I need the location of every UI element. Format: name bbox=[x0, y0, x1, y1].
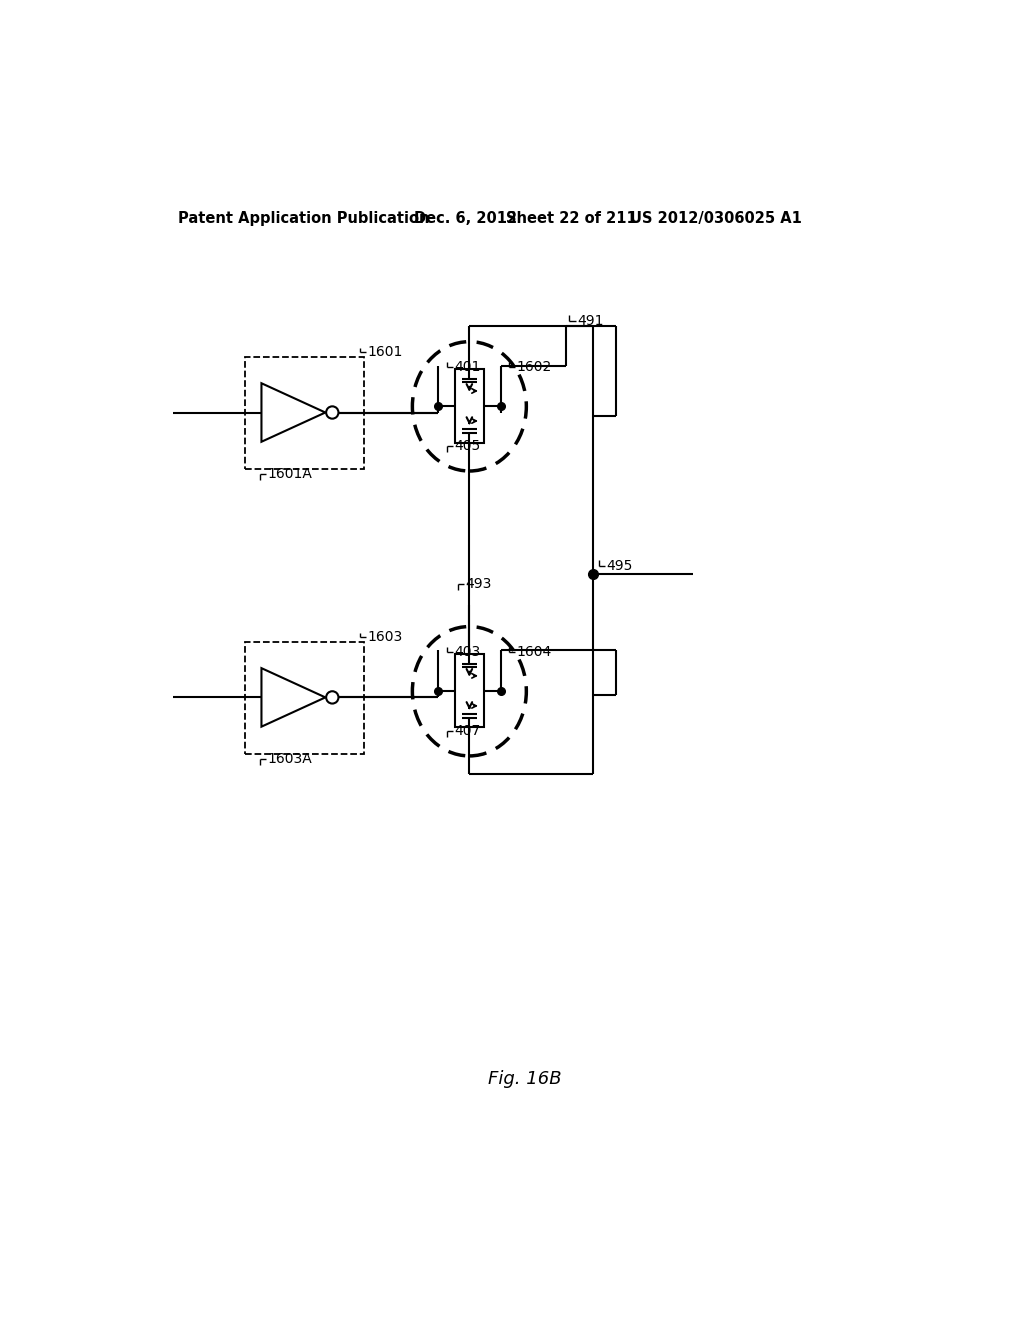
Text: 1602: 1602 bbox=[516, 360, 552, 374]
Text: 403: 403 bbox=[455, 645, 481, 659]
Text: 1603: 1603 bbox=[368, 631, 403, 644]
Bar bbox=[455, 370, 484, 442]
Text: US 2012/0306025 A1: US 2012/0306025 A1 bbox=[630, 211, 802, 226]
Text: 1603A: 1603A bbox=[267, 752, 312, 766]
Bar bbox=[245, 642, 364, 754]
Text: Sheet 22 of 211: Sheet 22 of 211 bbox=[506, 211, 637, 226]
Text: 1601A: 1601A bbox=[267, 467, 312, 480]
Bar bbox=[455, 655, 484, 727]
Text: 1604: 1604 bbox=[516, 645, 552, 659]
Text: Patent Application Publication: Patent Application Publication bbox=[178, 211, 430, 226]
Text: 495: 495 bbox=[606, 558, 633, 573]
Circle shape bbox=[326, 692, 339, 704]
Text: 405: 405 bbox=[455, 440, 481, 453]
Bar bbox=[245, 358, 364, 469]
Text: Dec. 6, 2012: Dec. 6, 2012 bbox=[414, 211, 517, 226]
Text: 493: 493 bbox=[466, 577, 492, 591]
Text: Fig. 16B: Fig. 16B bbox=[488, 1069, 561, 1088]
Text: 1601: 1601 bbox=[368, 346, 403, 359]
Text: 491: 491 bbox=[578, 314, 604, 327]
Text: 401: 401 bbox=[455, 360, 481, 374]
Circle shape bbox=[326, 407, 339, 418]
Text: 407: 407 bbox=[455, 725, 481, 738]
